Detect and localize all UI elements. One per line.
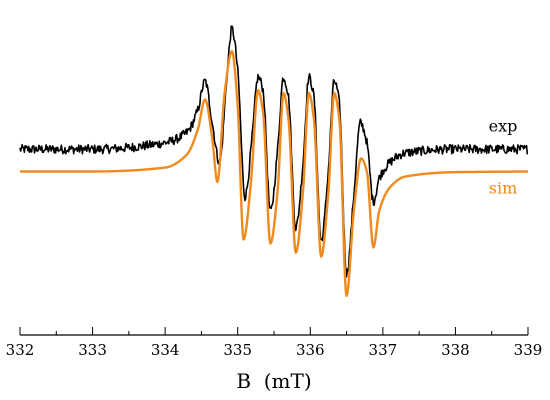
- x-tick-label: 333: [78, 341, 107, 359]
- series-exp-line: [19, 25, 529, 278]
- series-exp-label: exp: [489, 116, 518, 135]
- x-tick-label: 334: [151, 341, 180, 359]
- x-tick-label: 339: [514, 341, 543, 359]
- plot-traces: [19, 25, 529, 297]
- x-axis: 332 333 334 335 336 337 338 339: [6, 327, 543, 359]
- series-sim-label: sim: [489, 179, 518, 198]
- x-tick-label: 332: [6, 341, 35, 359]
- series-labels: exp sim: [489, 116, 518, 197]
- x-tick-label: 335: [223, 341, 252, 359]
- x-tick-label: 336: [296, 341, 325, 359]
- x-tick-label: 338: [441, 341, 470, 359]
- x-axis-title: B (mT): [236, 369, 311, 393]
- series-sim-line: [19, 49, 529, 297]
- x-tick-label: 337: [369, 341, 398, 359]
